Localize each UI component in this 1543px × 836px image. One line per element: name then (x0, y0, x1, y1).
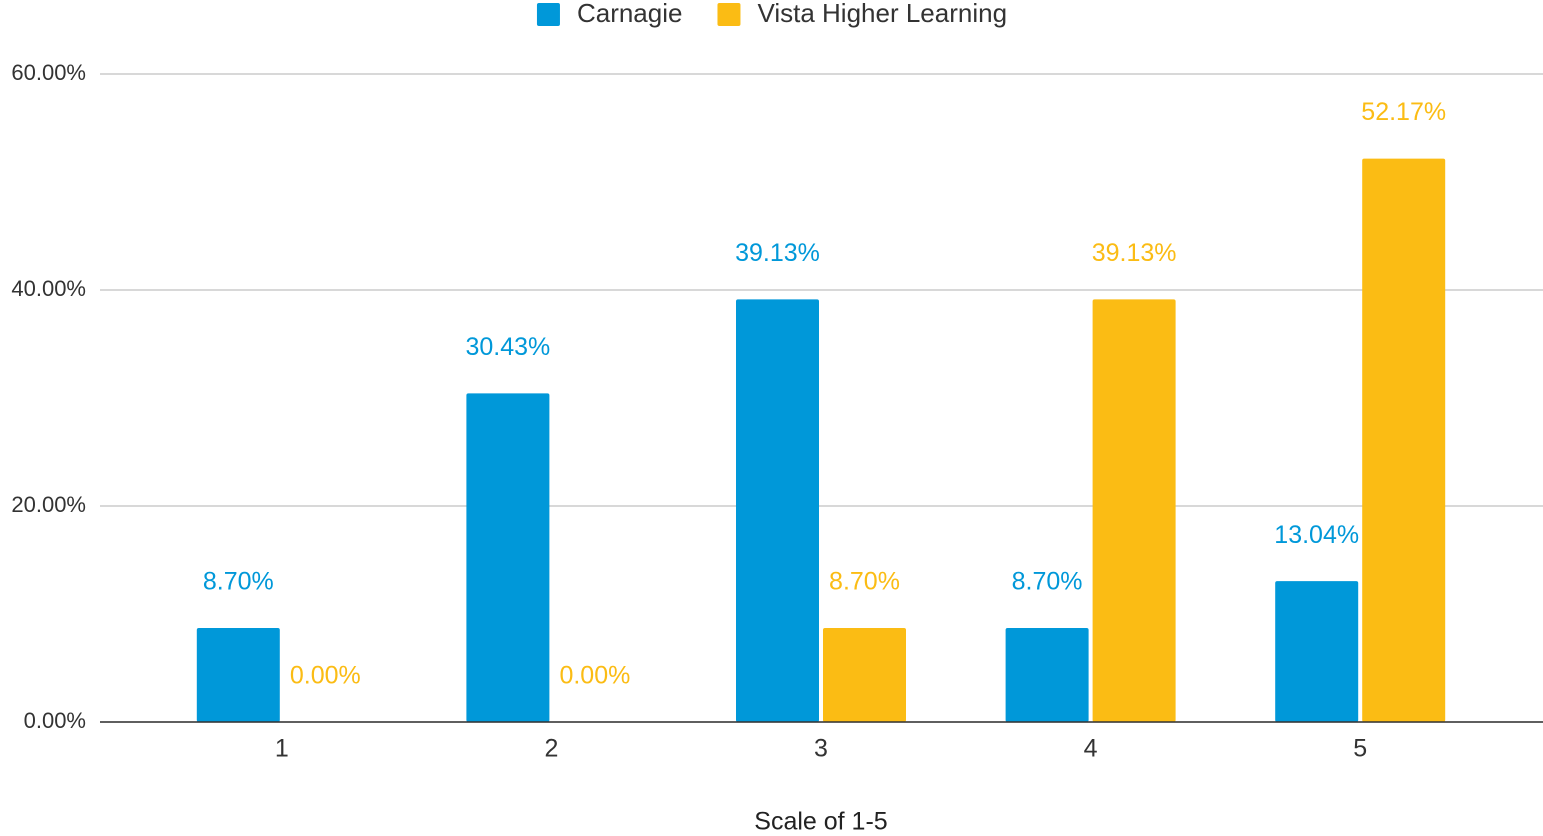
legend-swatch (536, 3, 560, 26)
x-tick-label: 5 (1353, 735, 1367, 763)
bar (466, 393, 550, 722)
data-label: 0.00% (559, 662, 630, 690)
bar (1092, 299, 1176, 722)
data-label: 8.70% (829, 568, 900, 596)
bar (1275, 581, 1359, 722)
y-tick-label: 40.00% (11, 276, 86, 301)
legend-label: Carnagie (577, 0, 683, 28)
bar (823, 628, 906, 722)
data-label: 8.70% (1012, 568, 1083, 596)
y-tick-label: 20.00% (11, 492, 86, 517)
y-tick-label: 60.00% (11, 60, 86, 85)
bar (1005, 628, 1089, 722)
bar (736, 299, 819, 722)
data-label: 0.00% (290, 662, 361, 690)
data-label: 39.13% (735, 239, 820, 267)
data-label: 52.17% (1361, 98, 1446, 126)
bar (196, 628, 280, 722)
x-tick-label: 3 (814, 735, 828, 763)
legend-label: Vista Higher Learning (757, 0, 1007, 28)
x-axis-label: Scale of 1-5 (754, 808, 887, 836)
legend-swatch (717, 3, 741, 26)
x-tick-label: 2 (544, 735, 558, 763)
y-tick-label: 0.00% (24, 708, 86, 733)
data-label: 13.04% (1274, 521, 1359, 549)
data-label: 39.13% (1092, 239, 1177, 267)
x-tick-label: 4 (1084, 735, 1098, 763)
x-tick-label: 1 (275, 735, 289, 763)
data-label: 30.43% (466, 333, 551, 361)
data-label: 8.70% (203, 568, 274, 596)
bar (1362, 158, 1446, 723)
